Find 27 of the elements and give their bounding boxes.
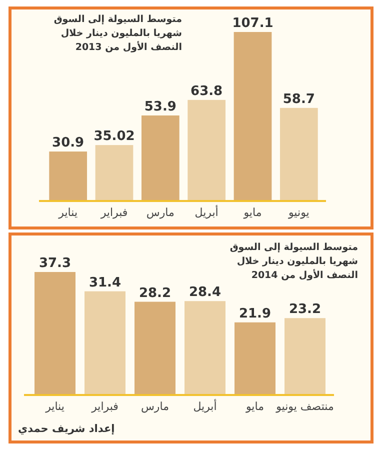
x-tick-label: فبراير [90, 400, 118, 413]
text: إعداد شريف حمدي [18, 423, 115, 435]
data-label: 35.02 [94, 129, 135, 144]
data-label: 37.3 [38, 256, 72, 271]
x-tick-label: مارس [146, 206, 175, 219]
chart-title: متوسط السيولة إلى السوق شهريا بالمليون دينار خلال النصف الأول من 2014 [230, 242, 358, 281]
chart-title: متوسط السيولة إلى السوق شهريا بالمليون دينار خلال النصف الأول من 2013 [54, 14, 182, 53]
x-tick-label: مايو [242, 206, 262, 219]
x-tick-label: أبريل [194, 205, 218, 219]
data-label: 23.2 [288, 302, 322, 318]
x-tick-label: مارس [141, 400, 170, 413]
x-tick-label: منتصف يونيو [275, 400, 334, 413]
x-tick-label: مايو [245, 400, 264, 413]
x-tick-label: يونيو [288, 206, 310, 219]
data-label: 21.9 [238, 306, 272, 322]
data-label: 53.9 [144, 99, 176, 114]
data-label: 30.9 [52, 136, 84, 151]
data-label: 107.1 [232, 16, 274, 31]
x-tick-label: يناير [58, 206, 78, 219]
data-label: 63.8 [190, 84, 223, 99]
data-label: 31.4 [88, 275, 122, 290]
x-tick-label: أبريل [193, 399, 217, 413]
x-tick-label: يناير [44, 400, 64, 413]
x-tick-label: فبراير [100, 206, 128, 219]
data-label: 28.4 [188, 285, 222, 300]
data-label: 58.7 [282, 92, 315, 107]
data-label: 28.2 [138, 286, 172, 301]
